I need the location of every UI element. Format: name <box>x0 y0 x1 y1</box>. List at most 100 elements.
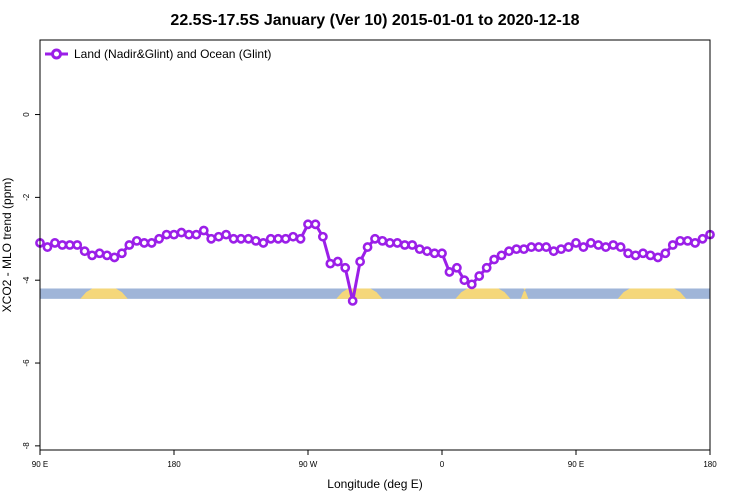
data-point <box>578 242 589 252</box>
data-point <box>474 271 485 281</box>
data-point <box>585 238 596 248</box>
data-point <box>340 262 351 273</box>
data-point <box>638 248 648 259</box>
data-point <box>422 246 433 257</box>
data-point <box>332 256 343 267</box>
data-point <box>504 246 514 257</box>
data-point <box>675 235 686 246</box>
data-point <box>437 248 447 259</box>
x-tick-label: 90 E <box>568 460 584 469</box>
data-point <box>161 229 172 240</box>
data-point <box>615 242 626 252</box>
data-point <box>280 233 291 244</box>
data-point <box>87 250 98 261</box>
data-point <box>49 238 60 248</box>
data-point <box>355 256 366 267</box>
data-point <box>652 252 663 263</box>
data-point <box>667 240 678 250</box>
x-tick-label: 0 <box>440 460 445 469</box>
data-point <box>541 242 552 252</box>
data-point <box>139 238 150 248</box>
land-segment-5 <box>617 288 687 299</box>
legend-label: Land (Nadir&Glint) and Ocean (Glint) <box>74 47 271 61</box>
data-point <box>414 244 425 255</box>
data-point <box>347 296 358 306</box>
legend: Land (Nadir&Glint) and Ocean (Glint) <box>45 47 271 61</box>
data-point <box>370 233 380 244</box>
data-point <box>563 242 574 252</box>
data-point <box>94 248 105 259</box>
data-point <box>533 242 544 252</box>
x-tick-label: 90 W <box>299 460 318 469</box>
y-tick-label: -2 <box>22 193 31 201</box>
data-point <box>206 233 217 244</box>
data-point <box>608 240 619 250</box>
data-point <box>429 248 440 259</box>
data-point <box>72 240 83 250</box>
y-tick-label: -4 <box>22 276 31 284</box>
land-segment-2 <box>336 288 383 299</box>
data-point <box>236 233 246 244</box>
data-point <box>593 240 604 250</box>
data-point <box>154 233 165 244</box>
terrain-band <box>40 288 710 299</box>
data-point <box>325 258 336 269</box>
data-point <box>176 227 187 238</box>
x-tick-label: 180 <box>703 460 717 469</box>
data-point <box>697 233 708 244</box>
data-point <box>131 235 142 246</box>
data-point <box>489 254 500 265</box>
data-point <box>288 231 299 242</box>
data-point <box>600 242 611 252</box>
data-point <box>466 279 477 290</box>
x-axis-label: Longitude (deg E) <box>327 477 422 491</box>
data-point <box>571 238 581 248</box>
data-point <box>198 225 209 236</box>
land-segment-4 <box>520 288 529 299</box>
data-point <box>273 233 284 244</box>
data-point <box>511 244 522 255</box>
data-point <box>109 252 120 263</box>
data-point <box>630 250 641 261</box>
x-axis: 90 E 180 90 W 0 90 E 180 <box>32 450 717 469</box>
y-tick-label: -8 <box>22 442 31 450</box>
data-point <box>317 231 328 242</box>
data-point <box>79 246 90 257</box>
data-point <box>526 242 537 252</box>
data-point <box>496 250 507 261</box>
data-point <box>407 240 418 250</box>
data-point <box>444 267 455 277</box>
land-segment-3 <box>455 288 511 299</box>
data-point <box>623 248 634 259</box>
data-point <box>183 229 194 240</box>
x-tick-label: 90 E <box>32 460 48 469</box>
legend-marker <box>51 48 62 60</box>
y-axis: 0 -2 -4 -6 -8 <box>22 112 40 450</box>
data-point <box>399 240 410 250</box>
x-tick-label: 180 <box>167 460 181 469</box>
data-point <box>265 233 276 244</box>
data-point <box>57 240 68 250</box>
data-point <box>690 238 701 248</box>
data-point <box>64 240 75 250</box>
data-point <box>116 248 127 259</box>
land-segment-1 <box>80 288 128 299</box>
data-point <box>451 262 462 273</box>
data-point <box>682 235 693 246</box>
data-point <box>459 275 470 286</box>
data-point <box>191 229 202 240</box>
data-point <box>146 238 157 248</box>
data-point <box>169 229 179 240</box>
data-point <box>42 242 53 252</box>
y-tick-label: 0 <box>22 112 31 117</box>
data-point <box>303 219 313 230</box>
data-point <box>518 244 529 255</box>
data-point <box>556 244 567 255</box>
chart-title: 22.5S-17.5S January (Ver 10) 2015-01-01 … <box>170 12 579 29</box>
data-point <box>548 246 559 257</box>
data-point <box>250 235 261 246</box>
data-point <box>392 238 403 248</box>
y-axis-label: XCO2 - MLO trend (ppm) <box>0 178 14 313</box>
data-point <box>362 242 373 252</box>
